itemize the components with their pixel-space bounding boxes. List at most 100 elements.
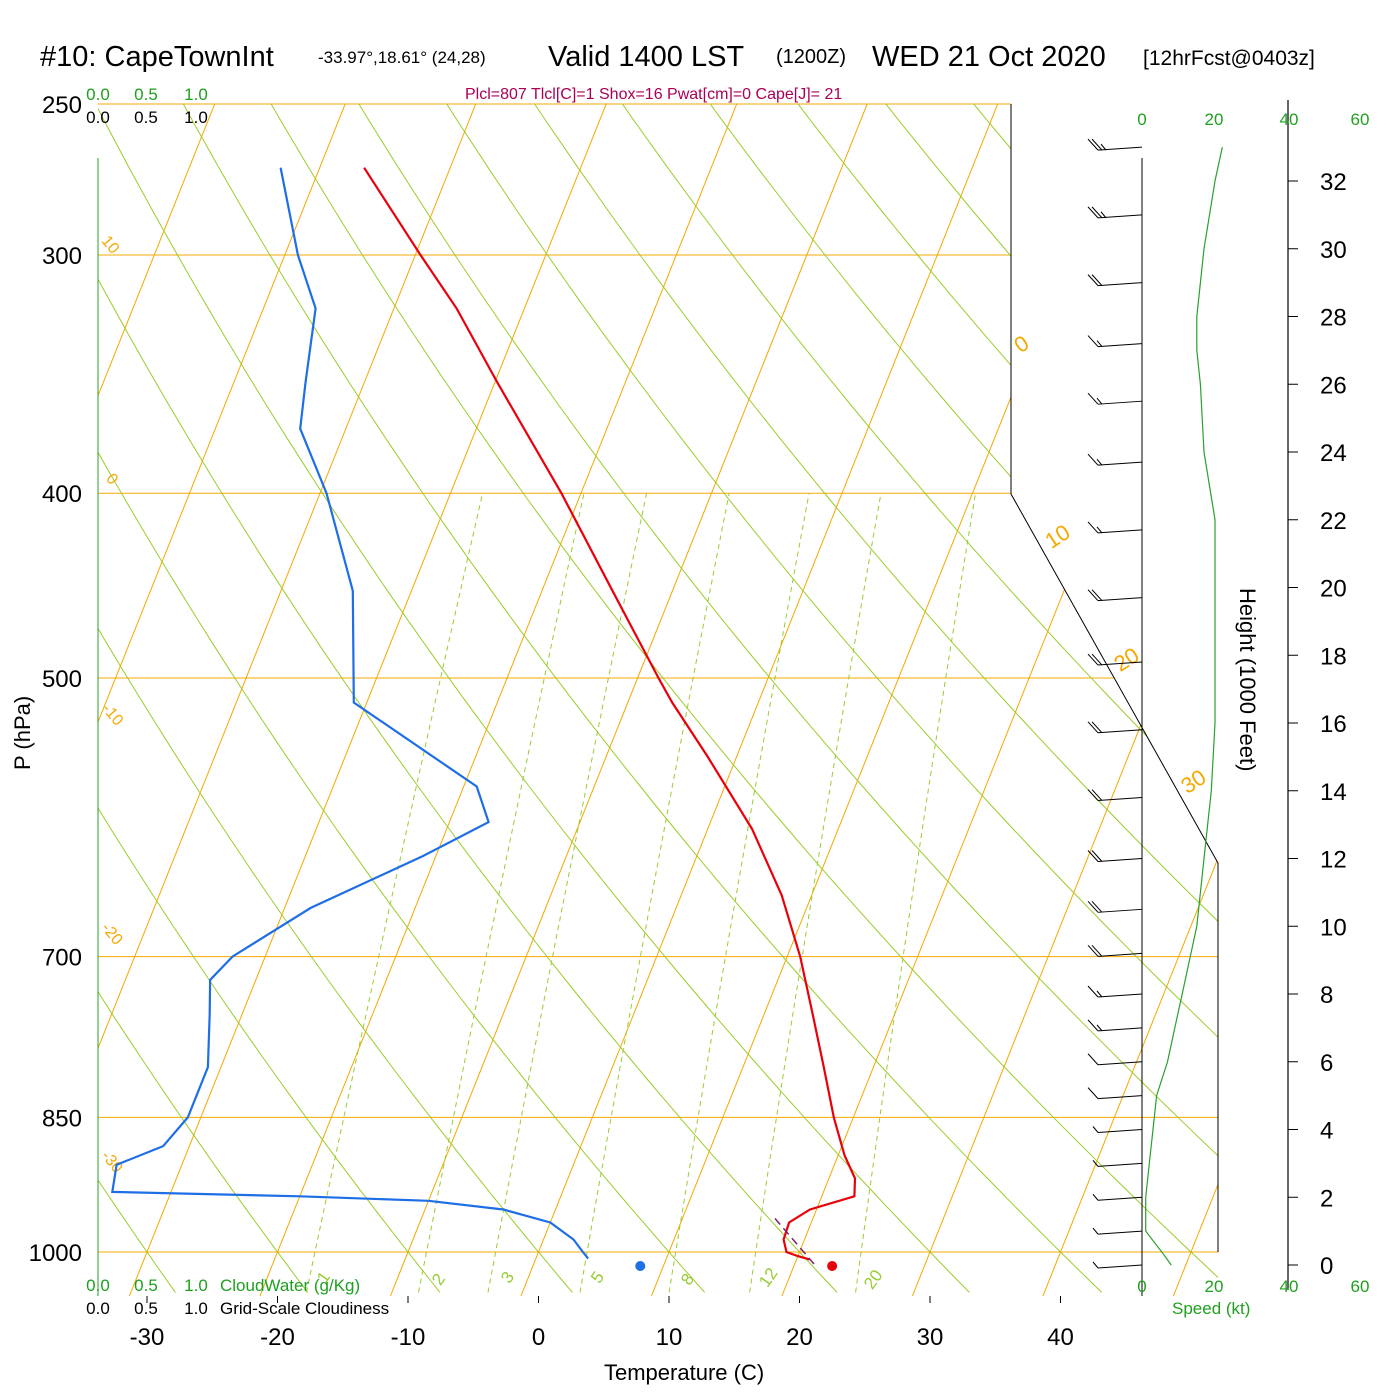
- surface-temperature-marker: [827, 1261, 838, 1271]
- cloudwater-tick-bottom: 0.5: [134, 1276, 158, 1295]
- wind-barb-shaft: [1097, 597, 1143, 602]
- height-tick-label: 30: [1320, 237, 1347, 264]
- wind-barbs: [1087, 138, 1143, 1296]
- isobar-grid: [98, 103, 1218, 1253]
- isotherm-20: [781, 104, 1218, 1296]
- mixing-ratio-label-3: 3: [497, 1268, 518, 1287]
- station-title: #10: CapeTownInt: [40, 41, 274, 73]
- wind-barb-flag: [1087, 453, 1099, 466]
- height-tick-label: 16: [1320, 711, 1347, 738]
- height-tick-label: 14: [1320, 779, 1347, 806]
- isotherm-10: [650, 104, 1139, 1296]
- dry-adiabat-30: [98, 104, 970, 1293]
- wind-barb-flag: [1087, 653, 1099, 666]
- surface-dewpoint-marker: [635, 1261, 646, 1271]
- wind-barb-shaft: [1097, 1196, 1143, 1201]
- dry-adiabat-50: [251, 104, 1218, 1293]
- mixing-ratio-5: [579, 493, 730, 1293]
- wind-barb-flag: [1087, 1053, 1099, 1066]
- mixing-ratio-label-2: 2: [428, 1270, 449, 1289]
- height-tick-label: 24: [1320, 440, 1347, 467]
- cloudiness-tick-top: 0.5: [134, 108, 158, 127]
- height-tick-label: 2: [1320, 1185, 1333, 1212]
- wind-barb-flag: [1091, 653, 1103, 666]
- wind-barb-shaft: [1097, 729, 1143, 734]
- wind-barb-half: [1092, 1160, 1099, 1167]
- wind-barb-flag: [1091, 589, 1103, 601]
- wind-barb-half: [1096, 526, 1103, 534]
- speed-tick-top: 60: [1351, 110, 1370, 129]
- speed-tick-bottom: 0: [1137, 1277, 1146, 1296]
- height-tick-label: 6: [1320, 1050, 1333, 1077]
- isotherm-label-20: 20: [1109, 642, 1143, 676]
- wind-barb-flag: [1091, 900, 1103, 913]
- wind-barb-flag: [1087, 789, 1099, 801]
- wind-barb-half: [1100, 143, 1107, 151]
- isotherm-50: [1172, 104, 1218, 1296]
- sounding-series: [111, 146, 1223, 1271]
- wind-barb-shaft: [1097, 461, 1143, 466]
- height-tick-label: 0: [1320, 1253, 1333, 1280]
- wind-barb-shaft: [1097, 1095, 1143, 1100]
- dry-adiabat-80: [511, 104, 1218, 1293]
- height-tick-label: 26: [1320, 372, 1347, 399]
- dewpoint-line: [111, 167, 589, 1260]
- mixing-ratio-labels: 1 2 3 5 8 12 20: [313, 1264, 886, 1292]
- wind-barb-flag: [1087, 850, 1099, 862]
- cloud-axes: 0.0 0.0 0.0 0.0 0.5 0.5 0.5 0.5 1.0 1.0 1.0 1.0: [86, 85, 208, 1318]
- wind-barb-shaft: [1097, 343, 1143, 348]
- pressure-tick-label: 500: [42, 666, 82, 693]
- wind-barb: [1087, 521, 1143, 534]
- wind-barb-half: [1096, 1024, 1103, 1032]
- wind-barb: [1087, 335, 1143, 348]
- dry-adiabat-20: [98, 104, 838, 1293]
- valid-time: Valid 1400 LST: [548, 41, 744, 73]
- cloudiness-tick-top: 1.0: [184, 108, 208, 127]
- wind-barb-flag: [1091, 721, 1103, 734]
- wind-barb-flag: [1091, 206, 1103, 219]
- isotherm-label-left-m10: -10: [98, 701, 126, 730]
- wind-barb-flag: [1087, 138, 1099, 151]
- wind-speed-line: [1145, 146, 1223, 1266]
- temperature-tick-label: -20: [260, 1324, 295, 1351]
- wind-barb-flag: [1091, 850, 1103, 862]
- temperature-tick-label: 40: [1047, 1324, 1074, 1351]
- wind-barb: [1092, 1160, 1143, 1167]
- wind-barb-half: [1092, 1227, 1099, 1235]
- wind-barb: [1087, 274, 1143, 287]
- wind-barb: [1087, 1053, 1143, 1066]
- height-tick-label: 32: [1320, 169, 1347, 196]
- height-tick-label: 4: [1320, 1118, 1333, 1145]
- forecast-label: [12hrFcst@0403z]: [1143, 47, 1315, 70]
- wind-barb-flag: [1087, 721, 1099, 734]
- mixing-ratio-label-5: 5: [587, 1268, 608, 1287]
- cloudiness-tick-bottom: 0.5: [134, 1299, 158, 1318]
- wind-barb: [1087, 206, 1143, 219]
- wind-barb-flag: [1087, 274, 1099, 286]
- dry-adiabat-100: [685, 104, 1218, 1293]
- wind-barb: [1087, 589, 1143, 602]
- wind-barb: [1092, 1193, 1143, 1201]
- wind-barb-flag: [1087, 206, 1099, 219]
- isotherm--10: [389, 104, 878, 1296]
- cloudwater-tick-top: 0.5: [134, 85, 158, 104]
- wind-barb-half: [1096, 990, 1103, 998]
- wind-barb-shaft: [1097, 1162, 1143, 1167]
- wind-barb-half: [1092, 1261, 1099, 1269]
- wind-barb-shaft: [1097, 1061, 1143, 1066]
- wind-barb: [1087, 653, 1143, 666]
- temperature-tick-label: 0: [532, 1324, 545, 1351]
- wind-barb-flag: [1087, 1019, 1099, 1032]
- isotherm-label-left-0: 0: [102, 471, 121, 489]
- isotherm-grid: [98, 104, 1218, 1296]
- wind-barb: [1087, 789, 1143, 802]
- temperature-line: [363, 167, 857, 1261]
- wind-barb-half: [1096, 340, 1103, 347]
- isotherm--60: [98, 104, 225, 1296]
- utc-time: (1200Z): [776, 46, 846, 68]
- isotherm-40: [1042, 104, 1218, 1296]
- wind-barb-flag: [1087, 985, 1099, 998]
- wind-barb: [1087, 850, 1143, 862]
- wind-barb: [1092, 1227, 1143, 1235]
